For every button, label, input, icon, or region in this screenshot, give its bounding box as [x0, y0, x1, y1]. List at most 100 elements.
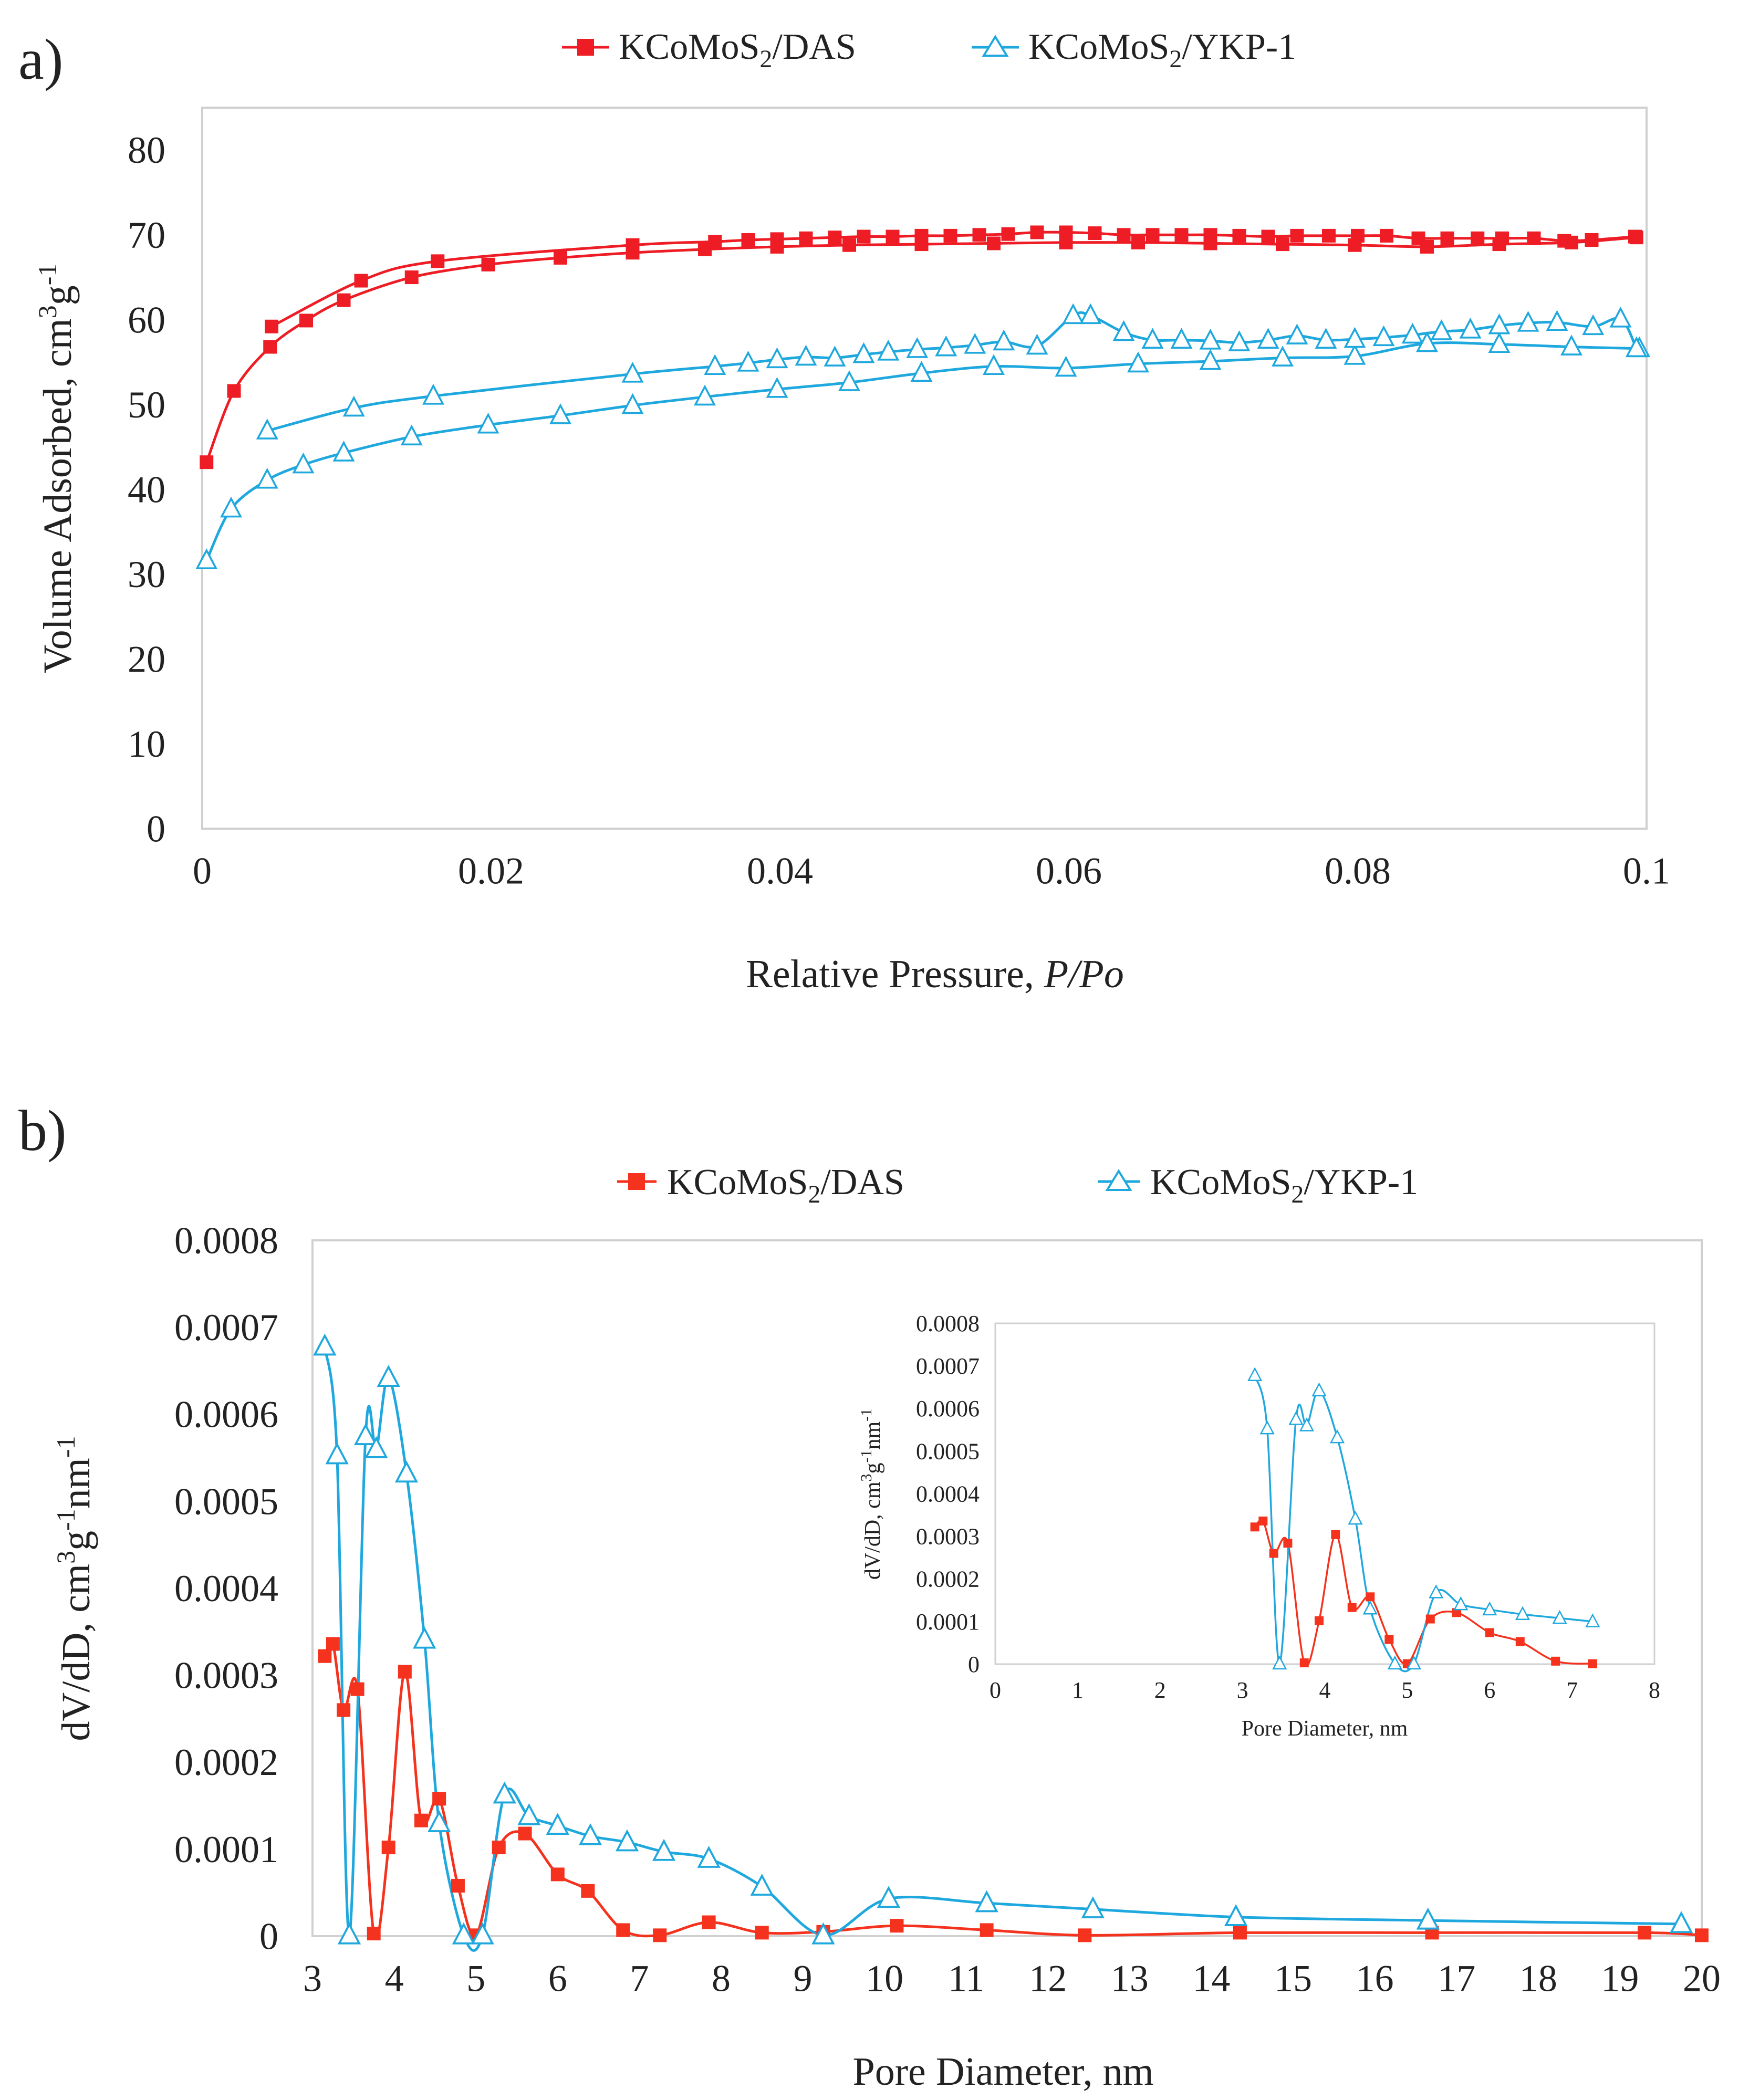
data-point	[615, 1829, 639, 1852]
y-tick-label: 0.0001	[916, 1609, 980, 1635]
data-point	[1062, 303, 1085, 325]
inset-data-point	[1247, 1367, 1263, 1381]
data-point	[1261, 229, 1275, 244]
data-point	[799, 231, 813, 245]
inset-data-point	[1387, 1655, 1402, 1670]
y-tick-label: 20	[128, 638, 165, 680]
data-point	[652, 1838, 676, 1861]
data-point	[381, 1841, 395, 1855]
x-tick-label: 19	[1601, 1957, 1639, 1999]
legend-a-das-marker	[577, 39, 594, 56]
data-point	[342, 395, 365, 417]
data-point	[1199, 349, 1222, 370]
legend-a-ykp-marker	[982, 35, 1009, 57]
y-tick-label: 0.0008	[916, 1311, 980, 1336]
data-point	[1517, 310, 1539, 332]
x-tick-label: 0.06	[1036, 850, 1102, 892]
legend-b-das-marker	[628, 1173, 645, 1190]
data-point	[704, 354, 726, 375]
panel-a-x-ticks: 0 0.02 0.04 0.06 0.08 0.1	[193, 850, 1670, 892]
series-line-1-adsorption	[205, 341, 1640, 561]
data-point	[1430, 319, 1453, 340]
data-point	[842, 238, 856, 252]
inset-data-point	[1515, 1637, 1525, 1646]
data-point	[828, 231, 842, 245]
data-point	[694, 384, 716, 406]
data-point	[1131, 235, 1145, 249]
inset-data-point	[1452, 1608, 1461, 1617]
data-point	[546, 1813, 569, 1835]
data-point	[741, 233, 755, 247]
data-point	[550, 1867, 565, 1882]
x-tick-label: 0.08	[1325, 850, 1391, 892]
data-point	[766, 347, 788, 369]
data-point	[1582, 314, 1605, 336]
x-tick-label: 0.1	[1623, 850, 1670, 892]
x-tick-label: 15	[1274, 1957, 1312, 1999]
data-point	[766, 377, 788, 398]
data-point	[1488, 313, 1511, 335]
data-point	[431, 254, 445, 268]
data-point	[1625, 336, 1648, 358]
panel-b-plot-frame	[311, 1239, 1703, 1937]
data-point	[621, 361, 644, 383]
data-point	[935, 335, 957, 357]
inset-data-point	[1425, 1614, 1435, 1624]
y-tick-label: 0.0006	[916, 1396, 980, 1422]
data-point	[1232, 228, 1246, 243]
legend-b-ykp-marker	[1105, 1169, 1132, 1191]
y-tick-label: 0.0005	[916, 1438, 980, 1464]
data-point	[554, 250, 567, 265]
data-point	[353, 1423, 378, 1445]
data-point	[471, 1922, 494, 1945]
inset-data-point	[1288, 1411, 1304, 1425]
data-point	[414, 1813, 428, 1827]
data-point	[906, 337, 929, 358]
data-point	[621, 393, 644, 414]
x-tick-label: 8	[712, 1957, 731, 1999]
data-point	[890, 1919, 904, 1933]
panel-b-y-ticks: 0 0.0001 0.0002 0.0003 0.0004 0.0005 0.0006 0.0…	[174, 1219, 278, 1957]
data-point	[1141, 328, 1164, 349]
x-tick-label: 5	[466, 1957, 485, 1999]
data-point	[972, 228, 986, 242]
data-point	[1078, 1928, 1092, 1942]
data-point	[377, 1365, 400, 1387]
inset-data-point	[1515, 1606, 1530, 1621]
panel-a: a) KCoMoS2/DAS KCoMoS2/YKP-1 0 10 20 30 40 50…	[18, 27, 1670, 996]
data-point	[1344, 343, 1366, 365]
inset-data-point	[1299, 1658, 1309, 1668]
panel-a-legend: KCoMoS2/DAS KCoMoS2/YKP-1	[562, 27, 1296, 73]
data-point	[1459, 317, 1482, 339]
x-tick-label: 7	[1566, 1677, 1578, 1703]
y-tick-label: 0.0007	[174, 1307, 278, 1349]
data-point	[200, 455, 214, 469]
data-point	[481, 257, 495, 271]
data-point	[910, 361, 933, 382]
data-point	[1088, 226, 1102, 241]
inset-y-ticks: 0 0.0001 0.0002 0.0003 0.0004 0.0005 0.0006 0.0…	[916, 1311, 980, 1677]
data-point	[337, 1703, 351, 1717]
y-tick-label: 0	[968, 1652, 980, 1677]
x-tick-label: 6	[548, 1957, 567, 1999]
data-point	[1146, 228, 1160, 242]
inset-data-point	[1453, 1596, 1469, 1611]
data-point	[337, 1922, 361, 1945]
data-point	[413, 1626, 436, 1649]
data-point	[1401, 322, 1424, 344]
data-point	[332, 441, 355, 462]
x-tick-label: 12	[1029, 1957, 1067, 1999]
data-point	[299, 314, 313, 328]
data-point	[983, 354, 1005, 375]
data-point	[263, 340, 277, 354]
data-point	[914, 228, 929, 243]
data-point	[697, 1846, 721, 1868]
y-tick-label: 0	[147, 808, 165, 850]
data-point	[877, 339, 900, 361]
data-point	[1001, 227, 1015, 241]
data-point	[1030, 225, 1044, 239]
panel-b-legend: KCoMoS2/DAS KCoMoS2/YKP-1	[617, 1162, 1418, 1208]
x-tick-label: 5	[1401, 1677, 1413, 1703]
inset-data-point	[1551, 1656, 1560, 1666]
